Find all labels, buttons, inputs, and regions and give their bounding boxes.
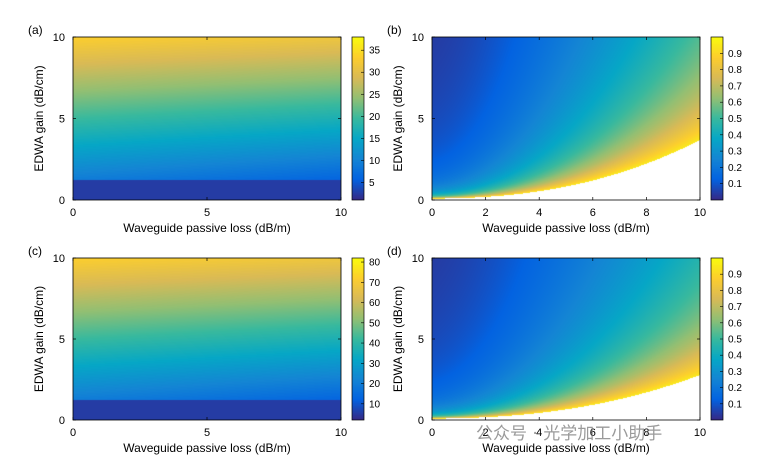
colorbar-tick-label: 10 [369, 156, 381, 167]
y-tick-label: 0 [418, 195, 424, 207]
colorbar-tick-label: 0.9 [728, 270, 742, 281]
x-axis-label: Waveguide passive loss (dB/m) [482, 441, 650, 455]
y-tick-label: 0 [59, 415, 65, 427]
colorbar [352, 258, 364, 420]
heatmap-image [73, 37, 341, 200]
panel-3: 0 5 10 0 5 10 Waveguide passive loss (dB/m) EDW… [28, 244, 381, 455]
heatmap-image [73, 258, 341, 420]
heatmap-image [432, 37, 700, 200]
y-tick-label: 5 [418, 334, 424, 346]
y-axis-label: EDWA gain (dB/cm) [391, 65, 405, 171]
x-tick-label: 4 [536, 427, 542, 439]
colorbar [711, 258, 723, 420]
colorbar-tick-label: 0.1 [728, 399, 742, 410]
x-tick-label: 0 [70, 427, 76, 439]
colorbar-tick-label: 60 [369, 298, 381, 309]
panel-2: 0 2 4 6 8 10 0 5 10 Waveguide passive loss (dB/m)… [387, 23, 742, 235]
colorbar-tick-label: 30 [369, 68, 381, 79]
watermark: 公众号 · 光学加工小助手 [476, 424, 663, 444]
colorbar-tick-label: 0.5 [728, 335, 742, 346]
panel-label: (d) [387, 244, 402, 258]
x-axis-label: Waveguide passive loss (dB/m) [123, 221, 291, 235]
y-axis-label: EDWA gain (dB/cm) [391, 286, 405, 392]
x-tick-label: 2 [483, 427, 489, 439]
y-tick-label: 5 [418, 114, 424, 126]
colorbar-tick-label: 0.8 [728, 286, 742, 297]
panel-label: (a) [28, 23, 43, 37]
x-tick-label: 8 [643, 427, 649, 439]
x-tick-label: 2 [483, 207, 489, 219]
x-tick-label: 10 [335, 427, 347, 439]
colorbar-frame [351, 36, 365, 201]
panel-1: 0 5 10 0 5 10 Waveguide passive loss (dB/m) EDW… [28, 23, 381, 235]
y-tick-label: 10 [412, 253, 424, 265]
x-tick-label: 5 [204, 427, 210, 439]
x-tick-label: 10 [694, 427, 706, 439]
colorbar-tick-label: 0.4 [728, 130, 742, 141]
colorbar-tick-label: 0.9 [728, 49, 742, 60]
x-tick-label: 4 [536, 207, 542, 219]
colorbar-tick-label: 25 [369, 90, 381, 101]
colorbar-tick-label: 0.4 [728, 351, 742, 362]
x-tick-label: 0 [429, 207, 435, 219]
y-tick-label: 10 [53, 253, 65, 265]
colorbar-tick-label: 0.2 [728, 163, 742, 174]
colorbar-tick-label: 50 [369, 318, 381, 329]
colorbar-tick-label: 20 [369, 112, 381, 123]
colorbar-tick-label: 0.3 [728, 367, 742, 378]
colorbar-tick-label: 5 [369, 178, 375, 189]
colorbar-tick-label: 80 [369, 258, 381, 269]
colorbar-tick-label: 0.6 [728, 98, 742, 109]
panel-4: 0 2 4 6 8 10 0 5 10 Waveguide passive loss (dB/m)… [387, 244, 742, 455]
y-tick-label: 10 [53, 32, 65, 44]
panel-label: (c) [28, 244, 42, 258]
x-axis-label: Waveguide passive loss (dB/m) [123, 441, 291, 455]
x-tick-label: 6 [590, 427, 596, 439]
x-tick-label: 0 [429, 427, 435, 439]
colorbar-tick-label: 40 [369, 339, 381, 350]
colorbar-tick-label: 0.1 [728, 179, 742, 190]
colorbar-tick-label: 0.3 [728, 147, 742, 158]
x-tick-label: 10 [335, 207, 347, 219]
colorbar-tick-label: 20 [369, 379, 381, 390]
colorbar-tick-label: 0.7 [728, 81, 742, 92]
colorbar-frame [351, 257, 365, 421]
colorbar [352, 37, 364, 200]
y-tick-label: 0 [418, 415, 424, 427]
x-tick-label: 8 [643, 207, 649, 219]
colorbar-tick-label: 35 [369, 46, 381, 57]
x-tick-label: 10 [694, 207, 706, 219]
y-axis-label: EDWA gain (dB/cm) [32, 65, 46, 171]
y-tick-label: 5 [59, 334, 65, 346]
colorbar-tick-label: 0.8 [728, 65, 742, 76]
colorbar-tick-label: 15 [369, 134, 381, 145]
colorbar-tick-label: 10 [369, 399, 381, 410]
colorbar-tick-label: 30 [369, 359, 381, 370]
x-tick-label: 0 [70, 207, 76, 219]
x-axis-label: Waveguide passive loss (dB/m) [482, 221, 650, 235]
x-tick-label: 6 [590, 207, 596, 219]
colorbar-tick-label: 70 [369, 278, 381, 289]
colorbar-tick-label: 0.2 [728, 383, 742, 394]
heatmap-image [432, 258, 700, 420]
colorbar-tick-label: 0.5 [728, 114, 742, 125]
y-axis-label: EDWA gain (dB/cm) [32, 286, 46, 392]
panel-label: (b) [387, 23, 402, 37]
colorbar-tick-label: 0.7 [728, 302, 742, 313]
colorbar [711, 37, 723, 200]
y-tick-label: 5 [59, 114, 65, 126]
colorbar-tick-label: 0.6 [728, 318, 742, 329]
x-tick-label: 5 [204, 207, 210, 219]
y-tick-label: 0 [59, 195, 65, 207]
y-tick-label: 10 [412, 32, 424, 44]
